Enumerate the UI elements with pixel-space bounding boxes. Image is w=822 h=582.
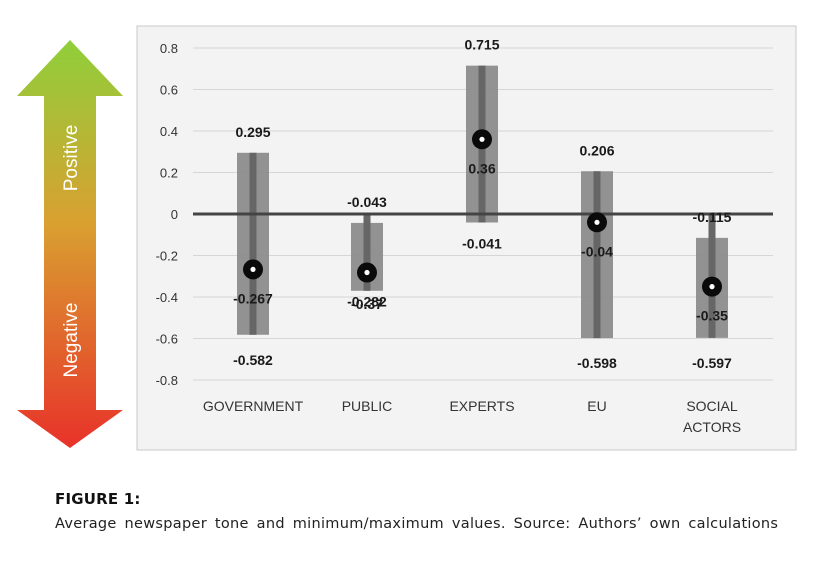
mean-marker-dot	[594, 219, 600, 225]
caption-text: Average newspaper tone and minimum/maxim…	[55, 516, 779, 532]
range-bar-center	[593, 171, 601, 339]
min-label: -0.598	[577, 355, 617, 371]
y-tick-label: 0.4	[160, 124, 178, 139]
max-label: -0.043	[347, 194, 387, 210]
y-tick-label: -0.4	[156, 290, 178, 305]
y-tick-label: -0.8	[156, 373, 178, 388]
mean-marker-dot	[364, 269, 370, 276]
mean-label: -0.282	[347, 294, 387, 310]
max-label: 0.715	[464, 37, 499, 53]
tone-arrow: Positive Negative	[17, 40, 123, 448]
y-axis-ticks: 0.8 0.6 0.4 0.2 0 -0.2 -0.4 -0.6 -0.8	[156, 41, 178, 388]
x-axis-labels: GOVERNMENT PUBLIC EXPERTS EU SOCIAL ACTORS	[203, 398, 741, 435]
x-category-label: EXPERTS	[449, 398, 514, 414]
y-tick-label: 0.6	[160, 83, 178, 98]
range-bar-center	[249, 152, 257, 335]
min-label: -0.597	[692, 355, 732, 371]
chart: Positive Negative 0.8 0.6 0.4 0.2 0 -0.2 -0.4 -…	[17, 25, 797, 451]
y-tick-label: 0.2	[160, 166, 178, 181]
max-label: 0.295	[235, 124, 270, 140]
data-labels: 0.295 -0.267 -0.582 -0.043 -0.282-0.37 0.715 0…	[233, 37, 732, 371]
tone-arrow-shape	[17, 40, 123, 448]
y-tick-label: 0.8	[160, 41, 178, 56]
figure-caption: FIGURE 1: Average newspaper tone and min…	[55, 490, 811, 534]
mean-marker-dot	[250, 266, 256, 273]
x-category-label: EU	[587, 398, 606, 414]
mean-markers	[243, 129, 722, 297]
x-category-label: GOVERNMENT	[203, 398, 304, 414]
range-bar-center	[708, 214, 716, 338]
x-category-label: PUBLIC	[342, 398, 393, 414]
mean-label: -0.267	[233, 290, 273, 306]
range-bar-center	[363, 214, 371, 291]
arrow-negative-label: Negative	[61, 303, 82, 378]
max-label: -0.115	[693, 209, 732, 225]
mean-marker-dot	[709, 284, 715, 290]
mean-label: -0.35	[696, 308, 728, 324]
min-label: -0.041	[462, 236, 502, 252]
y-tick-label: 0	[171, 207, 178, 222]
caption-title: FIGURE 1:	[55, 490, 141, 508]
max-label: 0.206	[579, 142, 614, 158]
x-category-label: ACTORS	[683, 419, 741, 435]
min-label: -0.37	[351, 296, 383, 312]
y-tick-label: -0.6	[156, 332, 178, 347]
y-tick-label: -0.2	[156, 249, 178, 264]
arrow-positive-label: Positive	[61, 125, 82, 192]
x-category-label: SOCIAL	[686, 398, 738, 414]
mean-marker-dot	[479, 136, 485, 142]
mean-label: 0.36	[468, 160, 495, 176]
gridlines	[193, 47, 773, 381]
mean-label: -0.04	[581, 243, 613, 259]
range-bars	[237, 65, 728, 339]
min-label: -0.582	[233, 352, 273, 368]
